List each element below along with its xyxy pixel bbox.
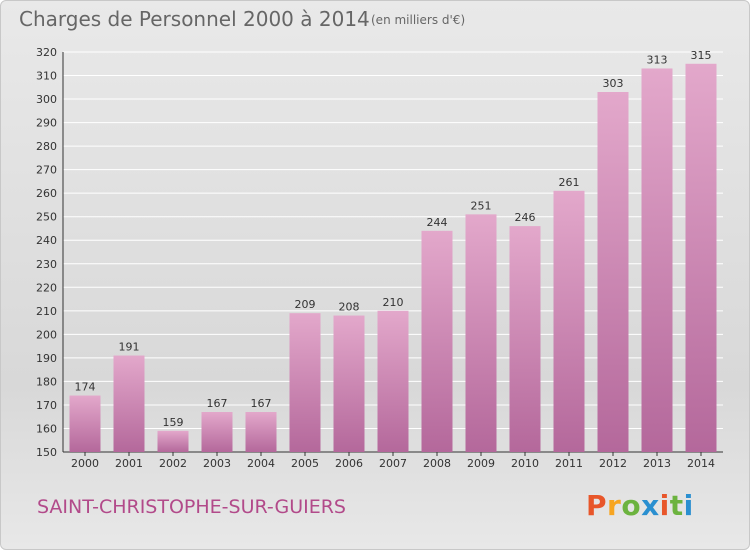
x-tick-label: 2003 [203,457,231,470]
brand-logo: Proxiti [586,489,694,522]
x-tick-label: 2010 [511,457,539,470]
bar [69,395,101,452]
brand-letter: i [683,489,694,522]
data-label: 210 [383,296,404,309]
x-tick-label: 2011 [555,457,583,470]
x-tick-label: 2014 [687,457,715,470]
y-tick-label: 320 [36,46,57,59]
y-tick-label: 230 [36,258,57,271]
brand-letter: r [607,489,622,522]
y-tick-label: 300 [36,93,57,106]
y-tick-label: 250 [36,211,57,224]
bar [685,63,717,452]
chart-title: Charges de Personnel 2000 à 2014 [19,7,370,31]
bar [641,68,673,453]
bar [377,310,409,452]
y-tick-label: 210 [36,305,57,318]
x-tick-label: 2004 [247,457,275,470]
bar [201,412,233,452]
data-label: 251 [471,199,492,212]
x-tick-label: 2000 [71,457,99,470]
data-label: 303 [603,77,624,90]
bar [245,412,277,452]
y-tick-label: 200 [36,328,57,341]
y-tick-label: 190 [36,352,57,365]
y-tick-label: 180 [36,375,57,388]
bar [421,230,453,452]
data-label: 159 [163,416,184,429]
y-tick-label: 150 [36,446,57,459]
data-label: 315 [691,49,712,62]
brand-letter: i [659,489,670,522]
bar [333,315,365,452]
bar [465,214,497,452]
x-tick-label: 2006 [335,457,363,470]
y-tick-label: 270 [36,164,57,177]
data-label: 246 [515,211,536,224]
x-tick-label: 2008 [423,457,451,470]
bar [157,430,189,452]
data-label: 167 [251,397,272,410]
y-tick-label: 260 [36,187,57,200]
data-label: 313 [647,53,668,66]
data-label: 191 [119,341,140,354]
x-tick-label: 2009 [467,457,495,470]
brand-letter: t [669,489,684,522]
data-label: 244 [427,216,448,229]
x-tick-label: 2002 [159,457,187,470]
y-tick-label: 170 [36,399,57,412]
data-label: 209 [295,298,316,311]
data-label: 261 [559,176,580,189]
x-tick-label: 2007 [379,457,407,470]
data-label: 208 [339,301,360,314]
y-tick-label: 280 [36,140,57,153]
bar [289,313,321,452]
y-tick-label: 240 [36,234,57,247]
bar [113,355,145,452]
y-tick-label: 310 [36,70,57,83]
x-tick-label: 2001 [115,457,143,470]
data-label: 167 [207,397,228,410]
y-tick-label: 220 [36,281,57,294]
x-tick-label: 2005 [291,457,319,470]
y-tick-label: 290 [36,117,57,130]
chart-unit: (en milliers d'€) [371,13,466,27]
bar [553,190,585,452]
x-tick-label: 2013 [643,457,671,470]
data-label: 174 [75,381,96,394]
commune-name: SAINT-CHRISTOPHE-SUR-GUIERS [37,496,346,518]
bar [509,226,541,452]
brand-letter: o [621,489,642,522]
brand-letter: P [586,489,608,522]
y-tick-label: 160 [36,422,57,435]
bar [597,92,629,452]
x-tick-label: 2012 [599,457,627,470]
brand-letter: x [641,489,660,522]
